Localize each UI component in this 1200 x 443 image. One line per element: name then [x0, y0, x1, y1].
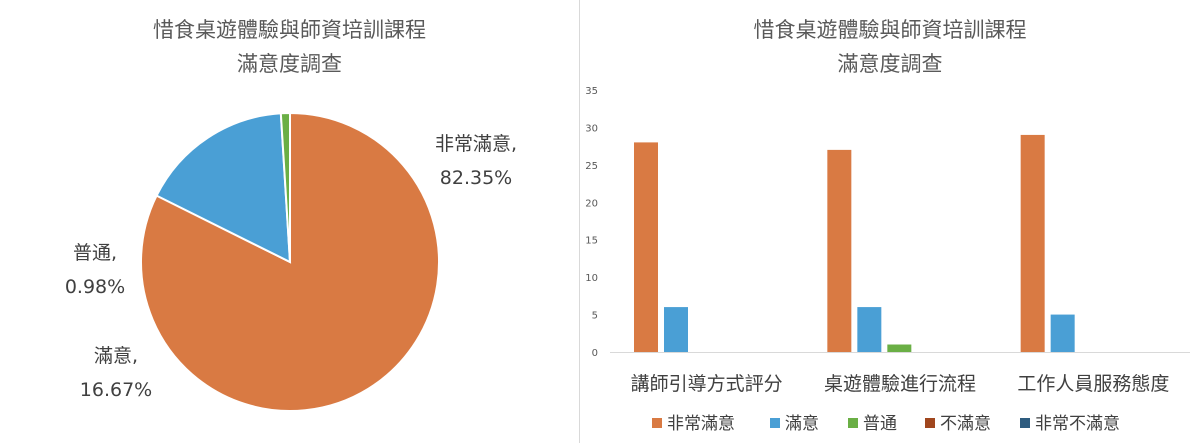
- bar-0-1: [664, 307, 688, 352]
- pie-slice-1: [155, 112, 292, 264]
- bar-chart: 0 5 10 15 20 25 30 35 講師引導方式評分 桌遊體驗進行流程 工作人員服務態度非常…: [585, 86, 1190, 434]
- legend-label-3: 不滿意: [940, 414, 991, 434]
- y-tick-label-4: 20: [585, 198, 598, 209]
- bar-1-0: [827, 149, 852, 352]
- bar-chart-title: 惜食桌遊體驗與師資培訓課程: [753, 18, 1027, 42]
- bar-chart-panel: 惜食桌遊體驗與師資培訓課程 滿意度調查 0 5 10 15 20 25 30 35 講師引導方式…: [580, 0, 1200, 443]
- x-category-label-1: 桌遊體驗進行流程: [824, 373, 976, 395]
- legend-swatch-3: [925, 418, 935, 428]
- y-tick-label-1: 5: [592, 311, 598, 322]
- legend-swatch-2: [848, 418, 858, 428]
- panel-divider: [579, 0, 580, 443]
- legend-swatch-4: [1020, 418, 1030, 428]
- pie-label-percent-0: 82.35%: [440, 167, 512, 189]
- bar-2-1: [1050, 314, 1075, 352]
- y-tick-label-7: 35: [585, 86, 598, 97]
- y-tick-label-0: 0: [592, 348, 598, 359]
- pie-label-percent-2: 0.98%: [65, 276, 125, 298]
- legend-label-2: 普通: [863, 414, 897, 434]
- legend-label-1: 滿意: [785, 414, 819, 434]
- bar-0-0: [634, 142, 658, 352]
- y-tick-label-5: 25: [585, 161, 598, 172]
- pie-chart: 非常滿意, 82.35% 滿意, 16.67% 普通, 0.98%: [65, 111, 517, 412]
- x-category-label-0: 講師引導方式評分: [631, 373, 783, 395]
- legend-label-0: 非常滿意: [667, 414, 735, 434]
- legend-swatch-0: [652, 418, 662, 428]
- bar-chart-subtitle: 滿意度調查: [837, 52, 943, 76]
- pie-slice-2: [279, 111, 291, 263]
- pie-label-name-1: 滿意,: [94, 345, 138, 367]
- y-tick-label-2: 10: [585, 273, 598, 284]
- y-tick-label-6: 30: [585, 123, 598, 134]
- pie-chart-title: 惜食桌遊體驗與師資培訓課程: [153, 18, 426, 42]
- pie-chart-subtitle: 滿意度調查: [237, 52, 342, 76]
- legend-swatch-1: [770, 418, 780, 428]
- x-category-label-2: 工作人員服務態度: [1017, 373, 1169, 395]
- pie-label-name-0: 非常滿意,: [435, 133, 517, 155]
- bar-1-2: [887, 344, 912, 352]
- bar-2-0: [1020, 134, 1045, 352]
- bar-1-1: [857, 307, 882, 352]
- legend-label-4: 非常不滿意: [1035, 414, 1120, 434]
- y-tick-label-3: 15: [585, 236, 598, 247]
- pie-chart-panel: 惜食桌遊體驗與師資培訓課程 滿意度調查 非常滿意, 82.35% 滿意, 16.67%…: [0, 0, 579, 443]
- pie-label-percent-1: 16.67%: [80, 379, 152, 401]
- pie-label-name-2: 普通,: [73, 242, 117, 264]
